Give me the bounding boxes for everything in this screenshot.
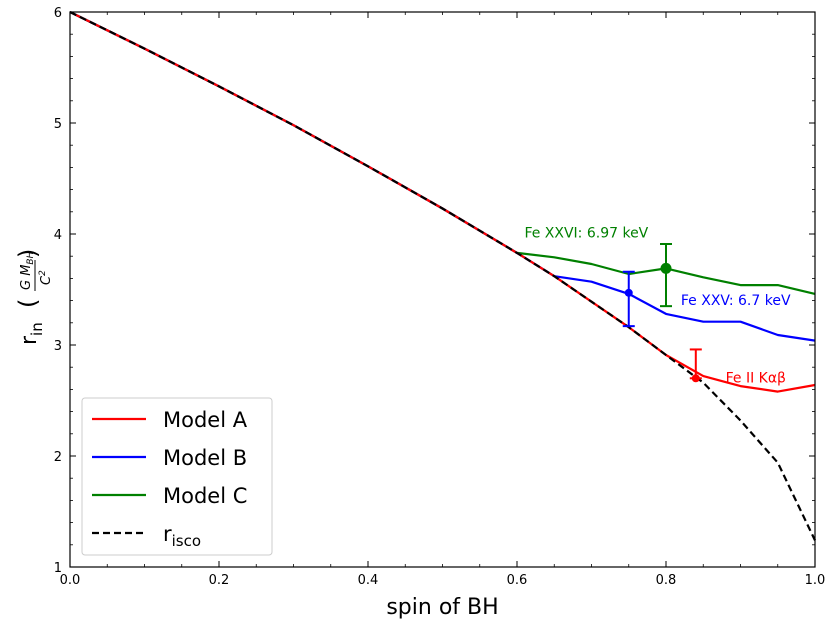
- legend-label-sub: isco: [172, 532, 201, 550]
- y-tick-label: 4: [54, 228, 62, 243]
- legend-label: Model C: [163, 484, 247, 508]
- series-line-isco: [69, 11, 816, 541]
- y-tick-label: 1: [54, 561, 62, 576]
- y-tick-label: 2: [54, 450, 62, 465]
- data-point-marker: [691, 374, 700, 383]
- y-tick-label: 6: [54, 6, 62, 21]
- x-tick-label: 0.6: [507, 573, 528, 588]
- y-axis-label-sub: in: [28, 322, 46, 336]
- x-tick-label: 0.4: [358, 573, 379, 588]
- legend-label: Model A: [163, 408, 248, 432]
- annotation-label: Fe XXVI: 6.97 keV: [524, 225, 648, 241]
- x-tick-label: 0.0: [60, 573, 81, 588]
- x-axis-label: spin of BH: [386, 595, 498, 620]
- y-label-open-paren: (: [14, 299, 42, 308]
- plot-lines: [69, 11, 816, 541]
- y-axis-label-main: r: [17, 335, 42, 345]
- legend-box: [81, 397, 273, 556]
- axis-ticks: 0.0 0.2 0.4 0.6 0.8 1.0 1 2 3 4 5 6: [54, 6, 826, 588]
- y-tick-label: 5: [54, 117, 62, 132]
- annotations: Fe XXVI: 6.97 keV Fe XXV: 6.7 keV Fe II Kα…: [524, 225, 791, 386]
- annotation-label: Fe II Kαβ: [726, 371, 786, 387]
- svg-text:rin: rin: [17, 322, 46, 345]
- x-tick-label: 0.8: [656, 573, 677, 588]
- data-point-marker: [624, 288, 633, 297]
- x-tick-label: 0.2: [209, 573, 230, 588]
- error-bars: [622, 242, 702, 383]
- y-tick-label: 3: [54, 339, 62, 354]
- y-label-close-paren: ): [14, 249, 42, 258]
- legend-label: Model B: [163, 446, 247, 470]
- data-point-marker: [660, 262, 672, 274]
- x-tick-label: 1.0: [805, 573, 826, 588]
- annotation-label: Fe XXV: 6.7 keV: [681, 293, 791, 309]
